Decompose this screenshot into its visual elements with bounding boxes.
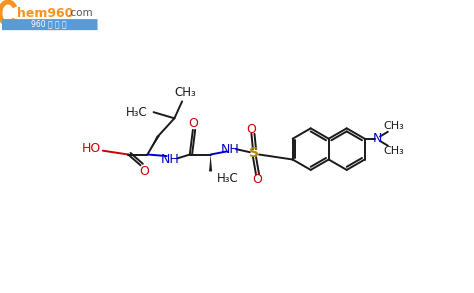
Text: 960 化 工 网: 960 化 工 网 — [31, 20, 67, 29]
Text: hem960: hem960 — [17, 6, 73, 20]
Text: O: O — [139, 165, 149, 178]
Text: S: S — [249, 146, 259, 160]
Polygon shape — [209, 154, 212, 171]
Text: H₃C: H₃C — [126, 106, 147, 119]
Text: H₃C: H₃C — [217, 172, 238, 185]
Text: O: O — [253, 173, 263, 186]
Text: HO: HO — [82, 142, 101, 155]
FancyBboxPatch shape — [2, 19, 98, 30]
Text: O: O — [246, 122, 256, 136]
Text: CH₃: CH₃ — [383, 121, 404, 131]
Text: O: O — [189, 117, 199, 130]
Text: CH₃: CH₃ — [174, 86, 196, 99]
Polygon shape — [147, 136, 160, 154]
Text: CH₃: CH₃ — [383, 146, 404, 156]
Text: NH: NH — [220, 143, 239, 156]
Text: N: N — [373, 132, 383, 145]
Text: .com: .com — [68, 8, 94, 18]
Text: NH: NH — [160, 154, 179, 166]
